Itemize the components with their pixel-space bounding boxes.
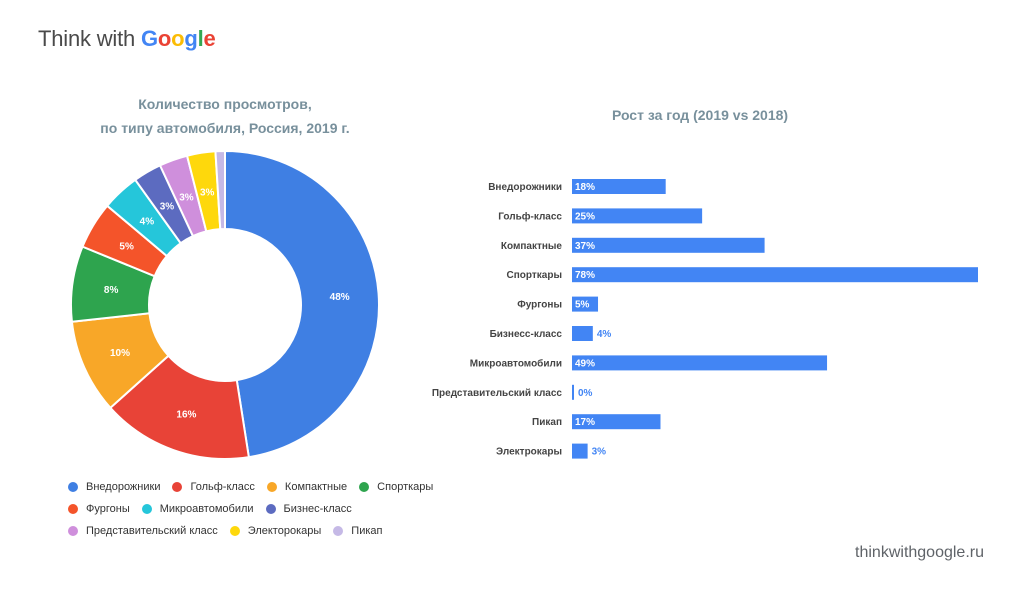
legend-label: Внедорожники [86,481,161,493]
legend-label: Пикап [351,525,383,537]
donut-slice-label: 4% [140,217,155,228]
legend-item: Компактные [266,481,348,493]
bar-value-label: 18% [575,182,595,193]
legend-item: Гольф-класс [172,481,255,493]
legend-label: Фургоны [86,503,130,515]
donut-slice-label: 10% [110,348,130,359]
source-link[interactable]: thinkwithgoogle.ru [855,544,984,561]
legend-item: Спорткары [359,481,433,493]
donut-title-line-2: по типу автомобиля, Россия, 2019 г. [100,120,350,136]
legend-row: Представительский класс Электорокары Пикап [68,520,445,542]
logo-letter: o [171,26,185,51]
bar-category-label: Пикап [532,417,562,428]
bar-value-label: 4% [597,329,612,340]
donut-slice-label: 3% [160,202,175,213]
bar-value-label: 49% [575,358,595,369]
legend-dot-icon [229,526,240,536]
donut-chart-title: Количество просмотров, по типу автомобил… [30,92,420,140]
bar [572,326,593,341]
donut-slice [214,149,226,231]
legend-item: Внедорожники [68,481,160,493]
donut-legend: Внедорожники Гольф-класс Компактные Спортка… [68,476,445,542]
bar-category-label: Фургоны [517,300,562,311]
legend-label: Гольф-класс [190,481,255,493]
bar [572,384,574,400]
logo-letter: e [203,26,216,51]
bar-chart-title: Рост за год (2019 vs 2018) [611,107,789,123]
bar [572,414,661,430]
bar [572,355,828,371]
legend-label: Микроавтомобили [159,503,254,515]
bar-value-label: 78% [575,270,595,281]
bar [572,267,978,283]
donut-slice-label: 8% [104,285,119,296]
legend-row: Внедорожники Гольф-класс Компактные Спортка… [68,476,445,498]
legend-dot-icon [68,504,78,514]
legend-dot-icon [266,482,277,492]
bar-value-label: 17% [575,417,595,428]
logo-letter: l [197,26,204,51]
legend-dot-icon [265,504,276,514]
legend-label: Бизнес-класс [283,503,352,515]
legend-dot-icon [359,482,370,492]
bar-category-label: Микроавтомобили [470,357,562,369]
bar [572,237,765,253]
donut-slice-label: 3% [179,193,194,204]
donut-slice-label: 16% [176,409,196,420]
logo-google-word: Google [141,26,216,51]
legend-dot-icon [333,526,344,536]
legend-item: Пикап [333,525,382,537]
legend-dot-icon [68,482,78,492]
logo-prefix: Think with [38,26,141,51]
bar-category-label: Спорткары [507,270,562,281]
donut-slice-label: 3% [200,187,215,198]
legend-item: Представительский класс [68,525,218,537]
bar-category-label: Представительский класс [432,388,563,399]
bar-category-label: Компактные [501,241,563,252]
legend-label: Представительский класс [86,525,218,537]
donut-title-line-1: Количество просмотров, [138,96,312,112]
bar-category-label: Внедорожники [488,182,562,193]
bar-value-label: 5% [575,300,590,311]
bar-category-label: Бизнесс-класс [490,329,563,340]
donut-slice [224,149,380,459]
legend-item: Бизнес-класс [265,503,352,515]
legend-dot-icon [68,526,78,536]
donut-slice-label: 48% [330,292,350,303]
bar [572,296,599,312]
bar-value-label: 37% [575,241,595,252]
bar [572,443,588,459]
logo-letter: o [157,26,172,51]
bar-value-label: 25% [575,211,595,222]
bar-value-label: 0% [578,388,593,399]
legend-item: Фургоны [68,503,130,515]
think-with-google-logo: Think with Google [38,26,216,52]
legend-item: Микроавтомобили [141,503,254,515]
legend-label: Спорткары [377,481,434,493]
donut-slice-label: 5% [119,241,134,252]
legend-dot-icon [141,504,152,514]
legend-row: Фургоны Микроавтомобили Бизнес-класс [68,498,445,520]
bar [572,208,703,224]
legend-label: Электорокары [247,525,322,537]
legend-dot-icon [172,482,183,492]
donut-chart: 48% 16% 10% 8% 5% 4% 3% 3% 3% [70,149,380,460]
legend-label: Компактные [284,481,348,493]
logo-letter: G [140,26,158,51]
bar-category-label: Гольф-класс [498,210,562,222]
bar-value-label: 3% [592,447,607,458]
bar-category-label: Электрокары [496,447,562,458]
logo-letter: g [184,26,198,51]
legend-item: Электорокары [229,525,322,537]
bar [572,179,666,194]
